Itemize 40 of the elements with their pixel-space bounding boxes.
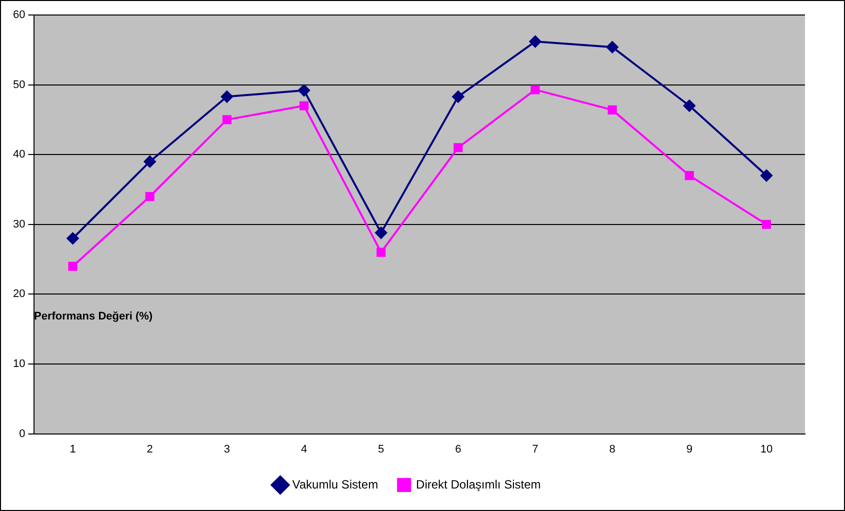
- legend-label: Vakumlu Sistem: [292, 477, 378, 492]
- point: [530, 85, 540, 94]
- point: [145, 192, 154, 202]
- point: [222, 115, 232, 124]
- x-tick-label: 4: [300, 443, 308, 456]
- y-tick-label: 0: [19, 428, 26, 440]
- point: [299, 101, 309, 110]
- y-axis-title: Performans Değeri (%): [34, 310, 153, 323]
- point: [606, 41, 618, 54]
- x-tick-label: 10: [760, 443, 773, 456]
- point: [608, 105, 617, 114]
- point: [452, 90, 464, 103]
- x-tick-label: 6: [455, 443, 462, 456]
- x-tick-label: 9: [686, 443, 692, 456]
- y-tick-label: 60: [12, 9, 26, 22]
- x-tick-label: 8: [609, 443, 616, 456]
- y-tick-label: 30: [12, 218, 26, 230]
- y-tick-label: 50: [12, 78, 26, 91]
- y-tick-label: 10: [12, 358, 26, 370]
- point: [684, 171, 694, 180]
- y-tick-label: 40: [12, 148, 26, 161]
- point: [454, 143, 463, 152]
- point: [760, 170, 772, 182]
- x-tick-label: 7: [532, 443, 538, 456]
- point: [529, 36, 542, 48]
- legend-label: Direkt Dolaşımlı Sistem: [416, 477, 541, 492]
- point: [298, 84, 310, 96]
- point: [375, 226, 388, 239]
- x-tick-label: 5: [378, 443, 384, 456]
- point: [376, 248, 386, 257]
- point: [66, 232, 79, 244]
- x-tick-label: 3: [224, 443, 230, 456]
- point: [144, 156, 156, 168]
- point: [762, 220, 771, 229]
- point: [220, 90, 233, 103]
- point: [68, 262, 78, 271]
- y-tick-label: 20: [12, 288, 26, 300]
- point: [683, 100, 696, 112]
- x-tick-label: 1: [70, 443, 76, 456]
- x-tick-label: 2: [146, 443, 153, 456]
